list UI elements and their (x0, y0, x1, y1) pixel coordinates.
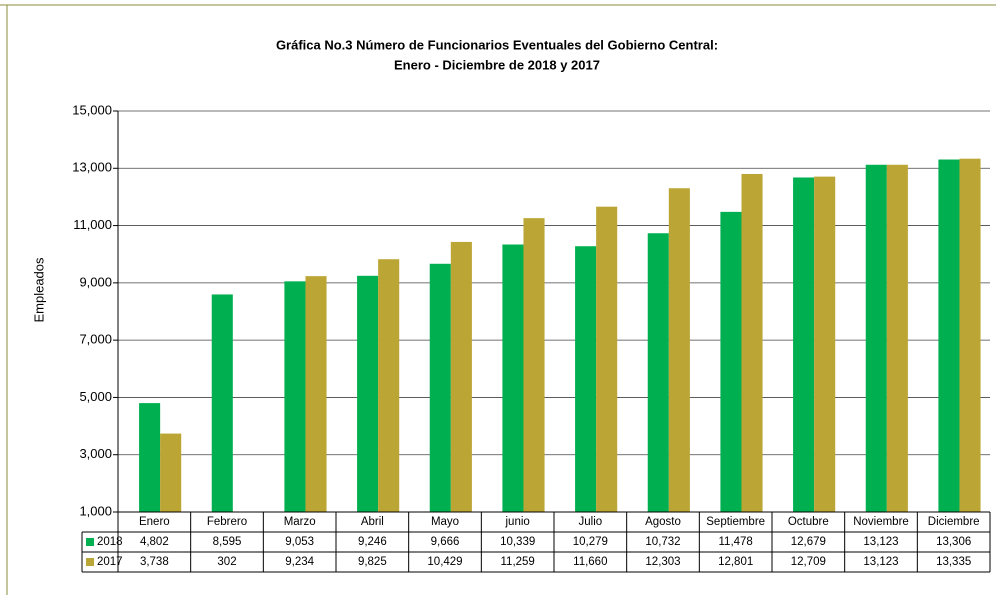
bar (938, 159, 960, 512)
data-label: 13,123 (863, 556, 898, 568)
bar (959, 158, 981, 512)
data-label: 9,825 (358, 556, 387, 568)
data-label: 9,234 (285, 556, 314, 568)
data-label: 11,478 (719, 536, 753, 548)
y-tick-label: 11,000 (73, 217, 112, 232)
y-tick-label: 13,000 (72, 160, 112, 175)
data-label: 13,123 (863, 536, 898, 548)
x-tick-label: Enero (139, 516, 170, 528)
y-tick-label: 5,000 (79, 389, 112, 404)
legend-label: 2018 (97, 536, 123, 548)
data-label: 11,259 (501, 556, 535, 568)
x-tick-label: Agosto (645, 516, 681, 528)
data-label: 12,679 (791, 536, 826, 548)
x-tick-label: Marzo (284, 516, 316, 528)
data-label: 12,709 (791, 556, 826, 568)
bar (160, 433, 182, 512)
chart-subtitle: Enero - Diciembre de 2018 y 2017 (394, 57, 600, 72)
bar (575, 246, 597, 512)
legend-label: 2017 (97, 556, 123, 568)
data-label: 9,246 (358, 536, 387, 548)
x-tick-label: Julio (579, 516, 603, 528)
y-tick-label: 1,000 (79, 503, 112, 518)
bar (647, 233, 669, 512)
grid: 1,000 3,000 5,000 7,000 9,000 11,000 13,000 15,… (72, 102, 990, 518)
y-axis-label: Empleados (31, 257, 46, 323)
data-label: 12,801 (718, 556, 753, 568)
data-label: 9,666 (431, 536, 460, 548)
data-label: 3,738 (140, 556, 169, 568)
y-tick-label: 3,000 (79, 446, 112, 461)
y-tick-label: 9,000 (79, 274, 112, 289)
x-tick-label: Octubre (788, 516, 829, 528)
x-tick-label: Septiembre (706, 516, 765, 528)
data-label: 9,053 (285, 536, 314, 548)
data-label: 10,339 (500, 536, 535, 548)
x-tick-label: junio (505, 516, 530, 528)
x-tick-label: Abril (361, 516, 384, 528)
data-label: 12,303 (645, 556, 680, 568)
y-tick-label: 7,000 (79, 332, 112, 347)
data-label: 13,306 (936, 536, 971, 548)
legend-swatch (86, 538, 94, 546)
data-label: 13,335 (936, 556, 971, 568)
bar (429, 263, 451, 512)
bars (139, 158, 981, 512)
bar (741, 173, 763, 512)
bar (720, 211, 742, 512)
bar (814, 176, 836, 512)
x-tick-label: Febrero (207, 516, 247, 528)
bar (596, 206, 618, 512)
data-label: 10,732 (645, 536, 680, 548)
data-label: 10,429 (427, 556, 462, 568)
legend-swatch (86, 558, 94, 566)
data-label: 11,660 (573, 556, 607, 568)
x-tick-label: Noviembre (853, 516, 909, 528)
data-label: 10,279 (573, 536, 608, 548)
bar (668, 188, 690, 512)
x-tick-label: Mayo (431, 516, 459, 528)
chart-title: Gráfica No.3 Número de Funcionarios Even… (276, 37, 718, 52)
bar (139, 403, 161, 512)
data-label: 8,595 (213, 536, 242, 548)
bar (886, 164, 908, 512)
bar (378, 259, 400, 512)
bar (305, 276, 327, 512)
bar (502, 244, 524, 512)
data-label: 302 (217, 556, 236, 568)
y-tick-label: 15,000 (72, 102, 112, 117)
bar (357, 275, 379, 512)
data-label: 4,802 (140, 536, 169, 548)
bar (211, 294, 233, 512)
bar (284, 281, 306, 512)
bar (450, 241, 472, 512)
bar (793, 177, 815, 512)
x-tick-label: Diciembre (928, 516, 980, 528)
bar (523, 218, 545, 512)
bar (865, 164, 887, 512)
data-table: 2018 2017 Enero 4,802 3,738 Febrero 8,595 302 Ma… (81, 511, 991, 573)
